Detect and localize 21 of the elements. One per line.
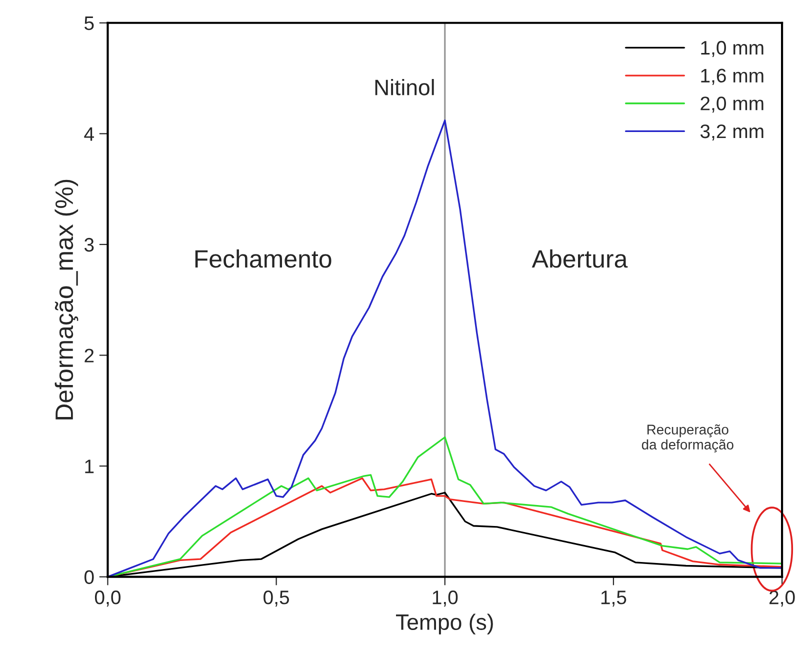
annotation: Nitinol xyxy=(375,79,434,96)
x-tick-label: 0,0 xyxy=(94,590,120,607)
legend-label: 2,0 mm xyxy=(700,96,764,113)
y-tick-label: 1 xyxy=(85,460,94,474)
y-tick-label: 3 xyxy=(84,238,94,252)
legend-label: 3,2 mm xyxy=(700,124,764,141)
x-tick-label: 0,5 xyxy=(264,590,290,607)
y-axis-title: Deformação_max (%) xyxy=(54,180,78,420)
y-tick-label: 0 xyxy=(84,570,94,584)
legend-label: 1,6 mm xyxy=(701,68,764,85)
y-tick-label: 4 xyxy=(84,127,94,141)
annotation: Fechamento xyxy=(195,249,332,268)
legend-label: 1,0 mm xyxy=(701,40,764,57)
y-tick-label: 2 xyxy=(84,348,94,362)
x-tick-label: 1,5 xyxy=(601,590,626,607)
x-tick-label: 2,0 xyxy=(770,590,795,607)
x-tick-label: 1,0 xyxy=(432,590,458,607)
annotation: Abertura xyxy=(532,249,628,268)
x-axis-title: Tempo (s) xyxy=(396,614,493,634)
annotation: Recuperação da deformação xyxy=(642,424,734,452)
y-tick-label: 5 xyxy=(84,16,94,30)
